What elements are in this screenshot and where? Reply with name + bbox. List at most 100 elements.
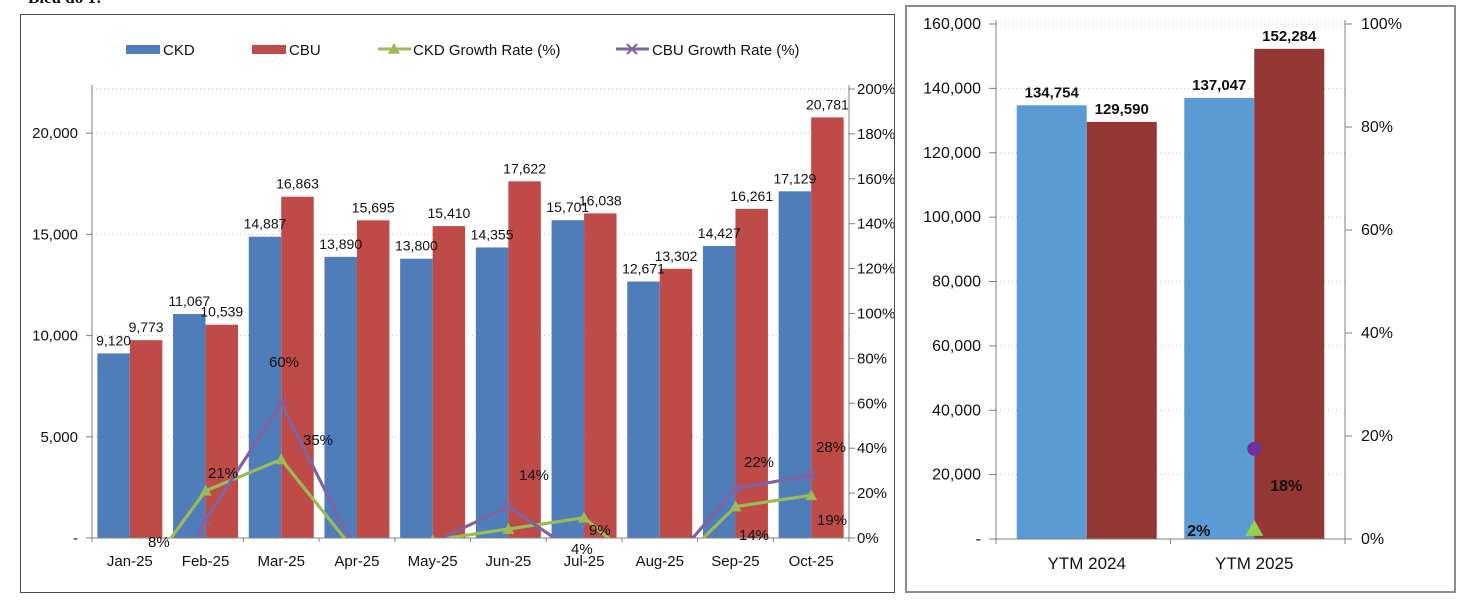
- y-right-tick-label: 180%: [857, 126, 894, 143]
- x-marker: [655, 571, 665, 581]
- x-category-label: Feb-25: [182, 553, 230, 570]
- cbu-bar: [129, 340, 163, 538]
- legend-swatch-cbu: [252, 45, 286, 54]
- ckd-value-label: 14,887: [244, 216, 287, 232]
- triangle-marker: [124, 588, 136, 592]
- y-right-tick-label: 20%: [857, 485, 887, 502]
- x-category-label: YTM 2025: [1215, 554, 1293, 573]
- ckd-bar: [475, 247, 509, 538]
- ckd-value-label: 13,800: [395, 238, 438, 254]
- cbu-value-label: 16,863: [276, 176, 319, 192]
- cbu-growth-label: 8%: [148, 534, 170, 551]
- legend-label-cbu: CBU: [289, 42, 321, 59]
- y-right-tick-label: 100%: [1361, 16, 1402, 33]
- ckd-growth-label: 4%: [571, 541, 593, 558]
- ckd-value-label: 17,129: [773, 170, 816, 186]
- cbu-value-label: 10,539: [200, 304, 243, 320]
- y-left-tick-label: 160,000: [923, 16, 981, 33]
- cbu-value-label: 13,302: [655, 248, 698, 264]
- y-left-tick-label: 10,000: [32, 328, 78, 345]
- y-right-tick-label: 60%: [857, 395, 887, 412]
- cbu-bar: [205, 324, 239, 538]
- ckd-growth-line: [169, 457, 812, 538]
- x-marker: [502, 500, 515, 513]
- y-right-tick-label: 60%: [1361, 222, 1393, 239]
- x-category-label: Mar-25: [257, 553, 305, 570]
- cbu-bar: [432, 226, 466, 538]
- cbu-bar: [1086, 121, 1157, 539]
- cbu-growth-dot: [1247, 441, 1262, 456]
- triangle-marker: [275, 453, 288, 465]
- ckd-bar: [778, 191, 812, 539]
- ckd-growth-label: 9%: [589, 522, 611, 539]
- x-category-label: Jul-25: [564, 553, 605, 570]
- ckd-bar: [551, 220, 585, 538]
- y-left-tick-label: 5,000: [40, 429, 78, 446]
- ckd-growth-label: 19%: [817, 512, 847, 529]
- legend-swatch-ckd: [126, 45, 160, 54]
- triangle-marker: [199, 484, 212, 496]
- cbu-value-label: 16,261: [730, 188, 773, 204]
- y-right-tick-label: 200%: [857, 81, 894, 98]
- ckd-bar: [324, 256, 357, 538]
- x-marker: [626, 43, 638, 55]
- cbu-bar: [659, 268, 693, 538]
- cbu-bar: [1254, 48, 1325, 539]
- y-right-tick-label: 0%: [857, 530, 879, 547]
- y-left-tick-label: 60,000: [932, 338, 981, 355]
- triangle-marker: [1245, 519, 1264, 536]
- legend-label-cbu-growth: CBU Growth Rate (%): [652, 42, 800, 59]
- ckd-growth-label: 35%: [303, 432, 333, 449]
- triangle-marker: [805, 489, 818, 501]
- page-caption-cropped: Biểu đồ 1:: [28, 0, 188, 9]
- ckd-bar: [1016, 105, 1087, 539]
- ckd-value-label: 14,427: [698, 225, 741, 241]
- ckd-value-label: 15,701: [546, 199, 589, 215]
- y-right-tick-label: 80%: [1361, 119, 1393, 136]
- ckd-bar: [627, 281, 660, 538]
- y-right-tick-label: 40%: [1361, 325, 1393, 342]
- cbu-value-label: 129,590: [1095, 101, 1149, 118]
- cbu-bar: [356, 220, 390, 539]
- y-left-tick-label: 40,000: [932, 402, 981, 419]
- ckd-bar: [1184, 97, 1255, 539]
- ytm-chart-svg: - 20,000 40,000 60,000 80,000 100,000 120,000 1…: [923, 16, 1402, 573]
- ckd-value-label: 12,671: [622, 261, 665, 277]
- triangle-marker: [388, 43, 400, 54]
- ckd-value-label: 14,355: [471, 226, 514, 242]
- x-category-label: Aug-25: [636, 553, 684, 570]
- triangle-marker: [578, 511, 591, 523]
- page-caption-text: Biểu đồ 1:: [28, 0, 188, 8]
- monthly-chart-svg: CKD CBU CKD Growth Rate (%) CBU Growth Rate…: [32, 42, 894, 592]
- ckd-growth-label: 21%: [208, 465, 238, 482]
- y-right-tick-label: 160%: [857, 171, 894, 188]
- legend-label-ckd: CKD: [163, 42, 195, 59]
- ytm-comparison-chart-panel: - 20,000 40,000 60,000 80,000 100,000 120,000 1…: [905, 5, 1456, 593]
- x-category-label: Apr-25: [334, 553, 379, 570]
- y-left-tick-label: -: [976, 531, 981, 548]
- legend: CKD CBU CKD Growth Rate (%) CBU Growth Rate…: [126, 42, 800, 59]
- x-marker: [199, 514, 212, 526]
- ckd-bar: [173, 314, 206, 538]
- x-category-label: Jun-25: [485, 553, 531, 570]
- cbu-value-label: 17,622: [503, 160, 546, 176]
- x-category-label: Jan-25: [107, 553, 153, 570]
- y-left-tick-label: -: [73, 530, 78, 547]
- triangle-marker: [729, 500, 742, 512]
- y-left-tick-label: 80,000: [932, 274, 981, 291]
- ckd-value-label: 134,754: [1025, 84, 1080, 101]
- cbu-growth-label: 14%: [519, 467, 549, 484]
- cbu-growth-label: 18%: [1270, 478, 1302, 495]
- cbu-growth-line: [196, 400, 812, 538]
- ckd-bar: [97, 353, 130, 538]
- x-category-label: Oct-25: [789, 553, 834, 570]
- x-marker: [427, 536, 439, 538]
- cbu-growth-label: 22%: [744, 454, 774, 471]
- ckd-value-label: 13,890: [319, 236, 362, 252]
- cbu-bar: [508, 181, 541, 538]
- y-left-tick-label: 20,000: [32, 125, 78, 142]
- ckd-bar: [248, 236, 282, 538]
- monthly-ckd-cbu-chart-panel: CKD CBU CKD Growth Rate (%) CBU Growth Rate…: [20, 14, 895, 593]
- x-marker: [275, 397, 288, 410]
